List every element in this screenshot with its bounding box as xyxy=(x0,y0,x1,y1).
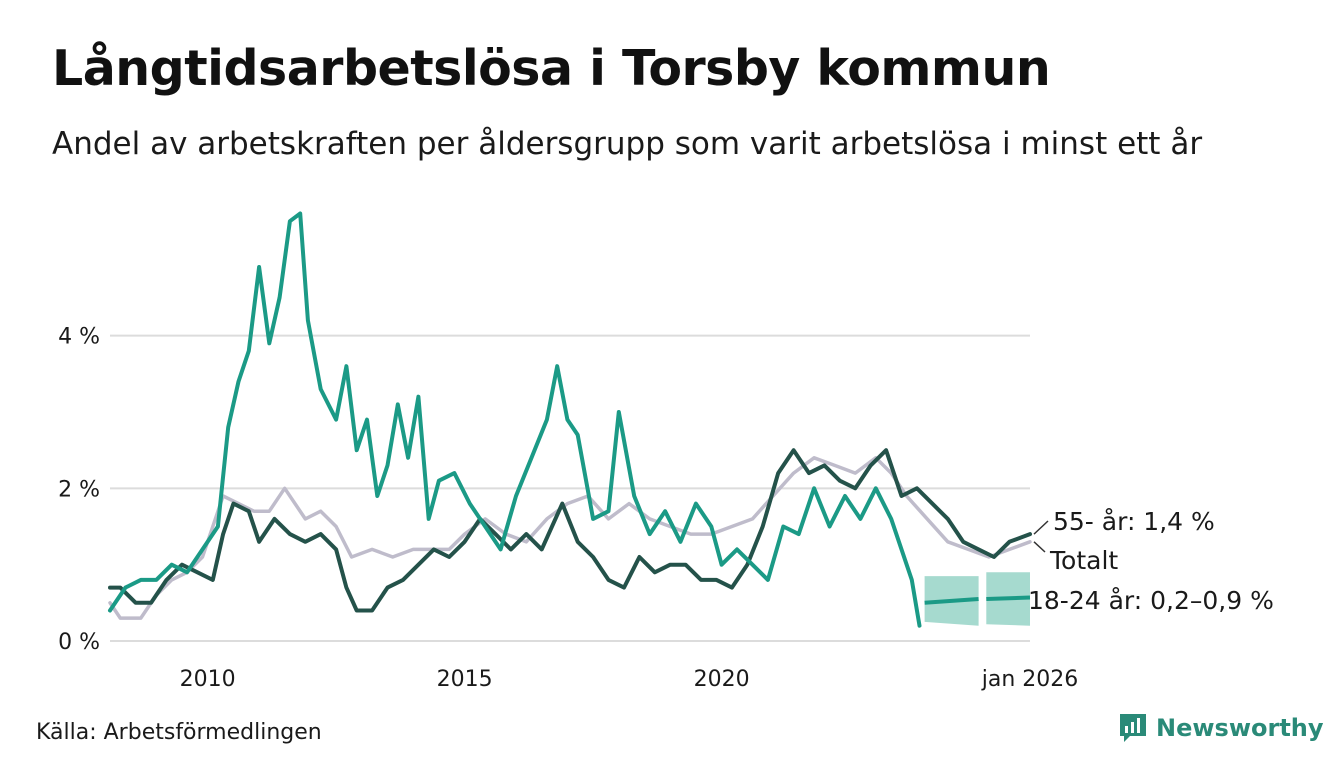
end-label-total: Totalt xyxy=(1049,546,1118,575)
series-lines xyxy=(108,211,1032,628)
label-leader xyxy=(1033,541,1046,553)
series-line-senior xyxy=(108,448,1032,613)
y-tick-label: 2 % xyxy=(58,477,100,502)
label-leader xyxy=(1033,520,1049,535)
end-label-youth: 18-24 år: 0,2–0,9 % xyxy=(1028,586,1274,615)
y-tick-label: 4 % xyxy=(58,325,100,350)
y-axis-ticks: 0 % 2 % 4 % xyxy=(58,325,100,655)
source-note: Källa: Arbetsförmedlingen xyxy=(36,720,322,745)
y-tick-label: 0 % xyxy=(58,630,100,655)
end-labels: Totalt 55- år: 1,4 % 18-24 år: 0,2–0,9 % xyxy=(1028,507,1274,615)
end-label-senior: 55- år: 1,4 % xyxy=(1053,507,1215,536)
chart-title: Långtidsarbetslösa i Torsby kommun xyxy=(52,40,1051,97)
estimate-line xyxy=(986,595,1031,601)
chart-subtitle: Andel av arbetskraften per åldersgrupp s… xyxy=(52,126,1203,162)
brand-name: Newsworthy xyxy=(1156,714,1324,742)
x-tick-label: jan 2026 xyxy=(981,667,1079,692)
x-tick-label: 2010 xyxy=(180,667,236,692)
brand-logo[interactable]: Newsworthy xyxy=(1118,712,1324,744)
x-axis-ticks: 2010 2015 2020 jan 2026 xyxy=(180,667,1079,692)
newsworthy-logo-icon xyxy=(1120,714,1146,742)
line-chart: 0 % 2 % 4 % 2010 2015 2020 jan 2026 Totalt 55-… xyxy=(58,211,1274,692)
x-tick-label: 2015 xyxy=(437,667,493,692)
series-line-total xyxy=(108,456,1032,620)
estimate-line xyxy=(924,597,979,605)
series-line-youth xyxy=(108,211,922,628)
x-tick-label: 2020 xyxy=(694,667,750,692)
grid-lines xyxy=(110,334,1030,642)
